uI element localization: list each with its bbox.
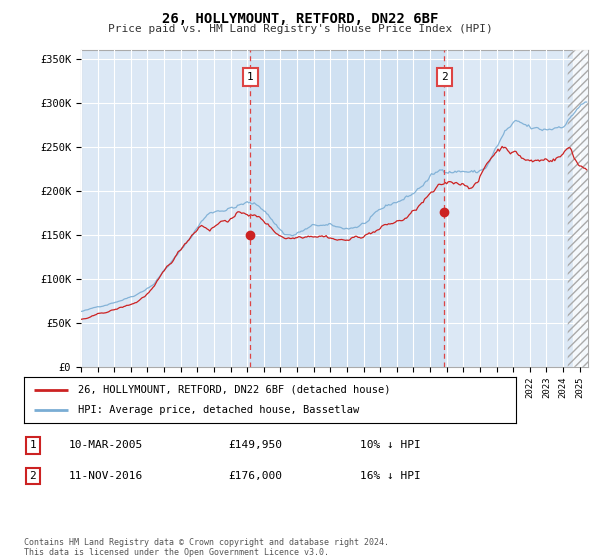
Bar: [250, 50, 445, 367]
Text: 1: 1: [247, 72, 254, 82]
Text: 26, HOLLYMOUNT, RETFORD, DN22 6BF: 26, HOLLYMOUNT, RETFORD, DN22 6BF: [162, 12, 438, 26]
Text: £149,950: £149,950: [228, 440, 282, 450]
Bar: [573, 50, 588, 367]
Text: 2: 2: [441, 72, 448, 82]
Text: 26, HOLLYMOUNT, RETFORD, DN22 6BF (detached house): 26, HOLLYMOUNT, RETFORD, DN22 6BF (detac…: [78, 385, 391, 395]
Text: 11-NOV-2016: 11-NOV-2016: [69, 471, 143, 481]
Text: £176,000: £176,000: [228, 471, 282, 481]
Text: Price paid vs. HM Land Registry's House Price Index (HPI): Price paid vs. HM Land Registry's House …: [107, 24, 493, 34]
Text: 1: 1: [29, 440, 37, 450]
Text: HPI: Average price, detached house, Bassetlaw: HPI: Average price, detached house, Bass…: [78, 405, 359, 415]
Text: 16% ↓ HPI: 16% ↓ HPI: [360, 471, 421, 481]
Text: 10-MAR-2005: 10-MAR-2005: [69, 440, 143, 450]
Text: Contains HM Land Registry data © Crown copyright and database right 2024.
This d: Contains HM Land Registry data © Crown c…: [24, 538, 389, 557]
Text: 2: 2: [29, 471, 37, 481]
Text: 10% ↓ HPI: 10% ↓ HPI: [360, 440, 421, 450]
